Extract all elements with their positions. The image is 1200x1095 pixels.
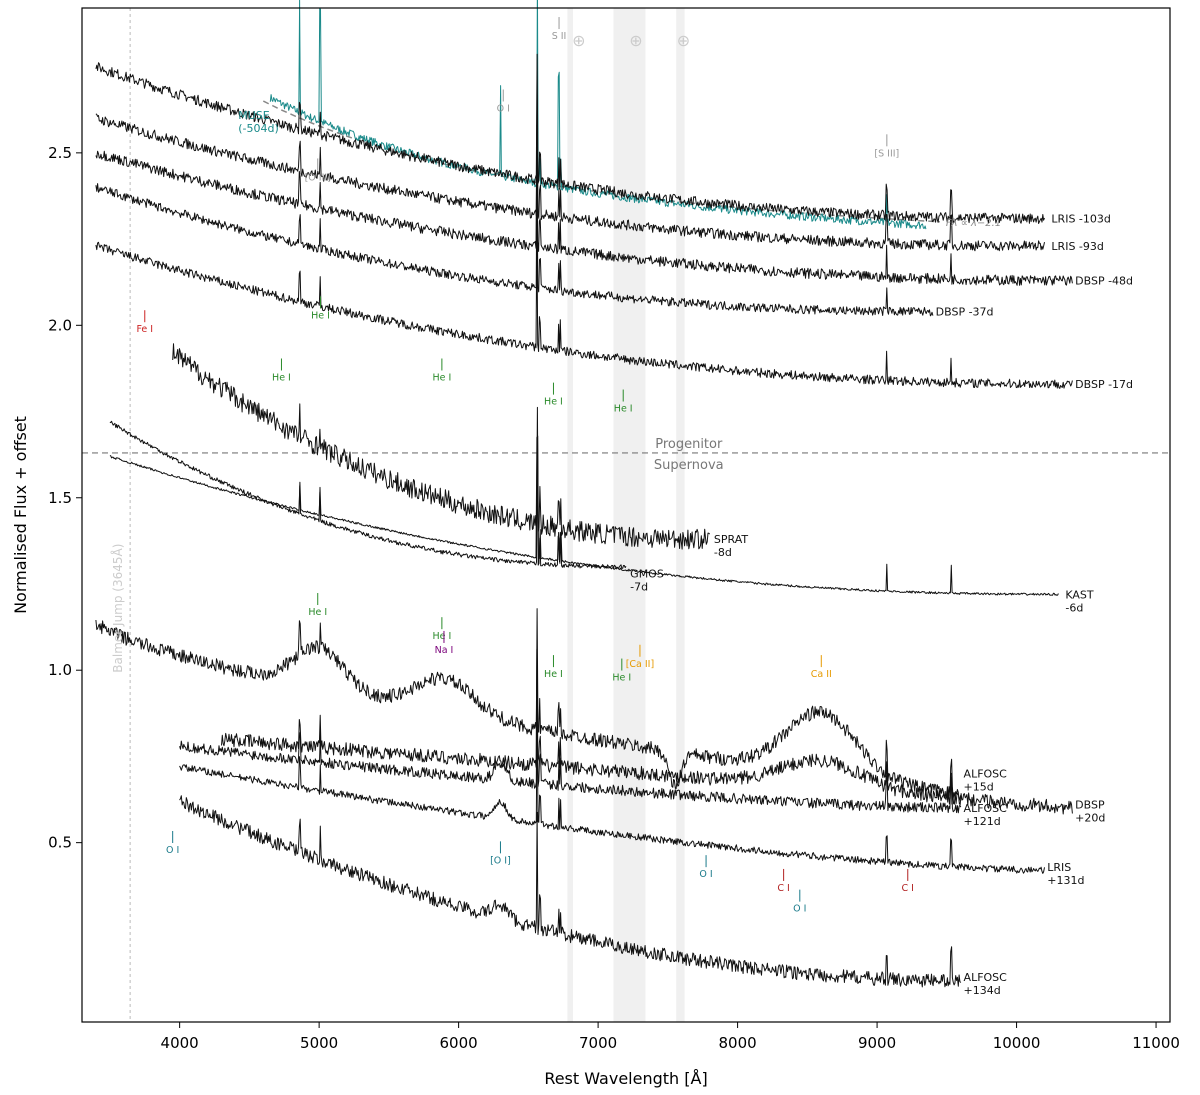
series-label-sub-6: -8d	[714, 546, 732, 559]
powerlaw-label: Fλ ∝ λ−2.1	[946, 218, 1001, 229]
series-label-6: SPRAT	[714, 533, 748, 546]
series-label-8: KAST	[1065, 588, 1094, 601]
x-tick-label-1: 5000	[300, 1034, 338, 1052]
series-line-12	[179, 704, 1045, 874]
annotation-label-22: C I	[902, 883, 914, 894]
annotation-label-12: Na I	[435, 645, 454, 656]
series-label-11: ALFOSC	[964, 802, 1008, 815]
annotation-label-10: He I	[308, 607, 327, 618]
series-label-3: DBSP -48d	[1075, 274, 1133, 287]
series-line-5	[95, 227, 1073, 389]
x-axis-label: Rest Wavelength [Å]	[544, 1069, 707, 1088]
series-line-7	[109, 420, 627, 570]
series-label-sub-8: -6d	[1065, 601, 1083, 614]
series-label-0: MUSE	[238, 109, 270, 122]
x-tick-label-4: 8000	[718, 1034, 756, 1052]
telluric-symbol-1: ⊕	[629, 31, 642, 50]
y-tick-label-4: 2.5	[48, 144, 72, 162]
balmer-jump-label: Balmer Jump (3645Å)	[110, 544, 125, 673]
y-axis: 0.5 1.0 1.5 2.0 2.5	[48, 144, 82, 852]
progenitor-label: Progenitor	[655, 437, 723, 452]
series-line-8	[109, 435, 1059, 596]
telluric-symbol-2: ⊕	[677, 31, 690, 50]
annotation-label-21: C I	[777, 883, 789, 894]
annotation-label-8: S II	[552, 31, 567, 42]
x-tick-label-5: 9000	[858, 1034, 896, 1052]
series-line-10	[221, 648, 1073, 815]
x-axis: 4000 5000 6000 7000 8000 9000 10000 11000	[161, 1022, 1180, 1052]
annotation-label-17: O I	[699, 869, 712, 880]
y-tick-label-3: 2.0	[48, 316, 72, 334]
x-tick-label-0: 4000	[161, 1034, 199, 1052]
series-line-2	[95, 94, 1045, 252]
annotation-label-6: [O III]	[305, 172, 331, 183]
telluric-symbol-0: ⊕	[572, 31, 585, 50]
annotation-label-0: He I	[311, 310, 330, 321]
guide-lines	[82, 8, 1170, 1022]
series-label-4: DBSP -37d	[936, 306, 994, 319]
x-tick-label-6: 10000	[993, 1034, 1041, 1052]
series-line-11	[179, 659, 962, 814]
series-label-sub-0: (-504d)	[238, 122, 279, 135]
series-line-9	[95, 608, 962, 802]
series-label-9: ALFOSC	[964, 768, 1008, 781]
annotation-label-15: [Ca II]	[626, 659, 655, 670]
x-tick-label-2: 6000	[440, 1034, 478, 1052]
series-line-3	[95, 124, 1073, 286]
annotation-label-11: He I	[432, 631, 451, 642]
telluric-band-0	[567, 8, 573, 1022]
series-line-4	[95, 165, 934, 317]
series-line-1	[95, 53, 1045, 224]
spectra-series	[95, 0, 1073, 988]
y-tick-label-0: 0.5	[48, 834, 72, 852]
series-label-13: ALFOSC	[964, 971, 1008, 984]
series-line-6	[172, 343, 711, 550]
supernova-label: Supernova	[654, 458, 724, 473]
series-label-10: DBSP	[1075, 799, 1105, 812]
series-label-sub-11: +121d	[964, 815, 1001, 828]
series-line-0	[269, 0, 927, 230]
series-label-5: DBSP -17d	[1075, 378, 1133, 391]
annotation-label-1: Fe I	[136, 324, 153, 335]
annotation-label-2: He I	[272, 372, 291, 383]
x-tick-label-7: 11000	[1132, 1034, 1180, 1052]
plot-frame	[81, 7, 1171, 1023]
line-annotations: He I Fe I He I He I He I He I [O III] O I S II [S…	[136, 17, 914, 915]
series-label-1: LRIS -103d	[1051, 212, 1110, 225]
telluric-bands	[567, 8, 685, 1022]
series-label-sub-9: +15d	[964, 781, 994, 794]
series-line-13	[179, 795, 962, 988]
annotation-label-5: He I	[614, 404, 633, 415]
telluric-symbols: ⊕ ⊕ ⊕	[572, 31, 690, 50]
annotation-label-16: Ca II	[811, 669, 832, 680]
series-label-sub-12: +131d	[1047, 874, 1084, 887]
telluric-band-2	[676, 8, 685, 1022]
annotation-label-9: [S III]	[874, 148, 899, 159]
y-axis-label: Normalised Flux + offset	[11, 416, 30, 614]
annotation-label-7: O I	[497, 103, 510, 114]
y-tick-label-1: 1.0	[48, 661, 72, 679]
series-labels: MUSE(-504d) LRIS -103d LRIS -93d DBSP -48d D…	[238, 109, 1133, 997]
series-label-sub-13: +134d	[964, 984, 1001, 997]
annotation-label-18: O I	[793, 904, 806, 915]
series-label-7: GMOS	[630, 568, 664, 581]
annotation-label-19: O I	[166, 845, 179, 856]
telluric-band-1	[613, 8, 646, 1022]
series-label-sub-10: +20d	[1075, 812, 1105, 825]
annotation-label-4: He I	[544, 397, 563, 408]
annotation-label-13: He I	[544, 669, 563, 680]
annotation-label-3: He I	[432, 372, 451, 383]
x-tick-label-3: 7000	[579, 1034, 617, 1052]
series-label-sub-7: -7d	[630, 581, 648, 594]
series-label-2: LRIS -93d	[1051, 240, 1103, 253]
powerlaw-fit-line	[262, 100, 940, 223]
annotation-label-20: [O I]	[490, 855, 511, 866]
series-label-12: LRIS	[1047, 861, 1071, 874]
annotation-label-14: He I	[612, 673, 631, 684]
y-tick-label-2: 1.5	[48, 489, 72, 507]
